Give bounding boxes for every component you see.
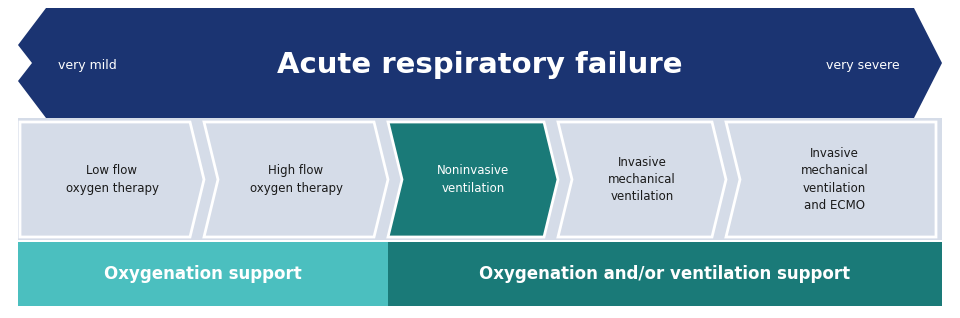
Text: Oxygenation and/or ventilation support: Oxygenation and/or ventilation support: [479, 265, 851, 283]
Text: Invasive
mechanical
ventilation: Invasive mechanical ventilation: [608, 156, 676, 204]
Polygon shape: [204, 122, 388, 237]
Text: Oxygenation support: Oxygenation support: [104, 265, 301, 283]
Text: High flow
oxygen therapy: High flow oxygen therapy: [250, 164, 343, 195]
Polygon shape: [18, 8, 942, 118]
Text: very severe: very severe: [827, 59, 900, 72]
Polygon shape: [388, 122, 558, 237]
Text: Low flow
oxygen therapy: Low flow oxygen therapy: [65, 164, 158, 195]
Text: very mild: very mild: [58, 59, 117, 72]
Polygon shape: [18, 118, 942, 240]
Polygon shape: [726, 122, 936, 237]
Polygon shape: [18, 242, 388, 306]
Polygon shape: [20, 122, 204, 237]
Text: Noninvasive
ventilation: Noninvasive ventilation: [437, 164, 509, 195]
Text: Acute respiratory failure: Acute respiratory failure: [277, 51, 683, 79]
Polygon shape: [558, 122, 726, 237]
Text: Invasive
mechanical
ventilation
and ECMO: Invasive mechanical ventilation and ECMO: [801, 147, 869, 212]
Polygon shape: [388, 242, 942, 306]
